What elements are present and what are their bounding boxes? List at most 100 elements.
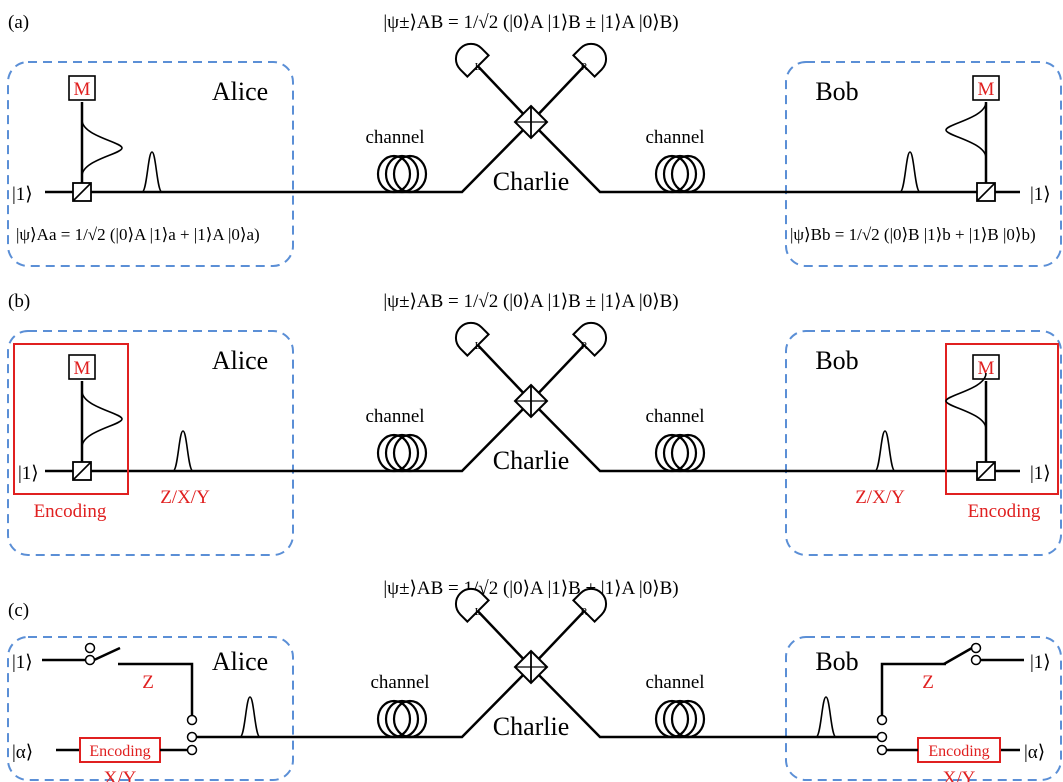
channel-label: channel bbox=[645, 127, 704, 148]
z-label: Z bbox=[922, 672, 934, 693]
beam-splitter-icon bbox=[976, 461, 996, 481]
measure-label: M bbox=[978, 358, 995, 379]
input-state: |1⟩ bbox=[1030, 184, 1051, 205]
channel-label: channel bbox=[370, 672, 429, 693]
alice-state-formula: |ψ⟩Aa = 1/√2 (|0⟩A |1⟩a + |1⟩A |0⟩a) bbox=[16, 225, 260, 244]
switch-terminal bbox=[970, 642, 982, 654]
beam-splitter-icon bbox=[72, 461, 92, 481]
detector-r-label: R bbox=[580, 61, 588, 73]
panel-a: (a) |ψ±⟩AB = 1/√2 (|0⟩A |1⟩B ± |1⟩A |0⟩B… bbox=[7, 12, 1062, 267]
xy-label: X/Y bbox=[104, 768, 137, 782]
panel-c: (c) |ψ±⟩AB = 1/√2 (|0⟩A |1⟩B ± |1⟩A |0⟩B… bbox=[7, 578, 1062, 782]
switch-terminal bbox=[186, 744, 198, 756]
input-one-state: |1⟩ bbox=[1030, 652, 1051, 673]
alice-box bbox=[7, 330, 294, 556]
measure-box bbox=[68, 354, 96, 380]
switch-terminal bbox=[876, 714, 888, 726]
input-alpha-state: |α⟩ bbox=[12, 742, 33, 763]
pulse-icon bbox=[81, 119, 123, 177]
alice-box bbox=[7, 636, 294, 781]
panel-label: (b) bbox=[8, 291, 30, 312]
measure-label: M bbox=[74, 79, 91, 100]
switch-terminal bbox=[186, 714, 198, 726]
switch-terminal bbox=[84, 642, 96, 654]
detector-l-label: L bbox=[475, 606, 482, 618]
measure-label: M bbox=[978, 79, 995, 100]
encoding-label: Encoding bbox=[968, 501, 1041, 522]
encoding-label: Encoding bbox=[34, 501, 107, 522]
bob-box bbox=[785, 61, 1062, 267]
bob-label: Bob bbox=[815, 346, 858, 375]
measure-box bbox=[68, 75, 96, 101]
switch-terminal bbox=[876, 744, 888, 756]
input-state: |1⟩ bbox=[1030, 463, 1051, 484]
detector-l-label: L bbox=[475, 340, 482, 352]
charlie-label: Charlie bbox=[493, 167, 570, 196]
bob-label: Bob bbox=[815, 77, 858, 106]
bell-state-formula: |ψ±⟩AB = 1/√2 (|0⟩A |1⟩B ± |1⟩A |0⟩B) bbox=[383, 578, 678, 599]
switch-terminal bbox=[876, 731, 888, 743]
basis-label: Z/X/Y bbox=[855, 487, 905, 508]
alice-label: Alice bbox=[212, 77, 268, 106]
input-alpha-state: |α⟩ bbox=[1024, 742, 1045, 763]
alice-label: Alice bbox=[212, 346, 268, 375]
pulse-icon bbox=[945, 372, 987, 430]
channel-coil-icon bbox=[654, 154, 706, 194]
encoding-label: Encoding bbox=[89, 743, 150, 760]
switch-terminal bbox=[84, 654, 96, 666]
basis-label: Z/X/Y bbox=[160, 487, 210, 508]
input-state: |1⟩ bbox=[18, 463, 39, 484]
bob-box bbox=[785, 636, 1062, 781]
channel-label: channel bbox=[365, 406, 424, 427]
channel-coil-icon bbox=[376, 433, 428, 473]
channel-label: channel bbox=[645, 672, 704, 693]
pulse-icon bbox=[81, 390, 123, 448]
switch-terminal bbox=[970, 654, 982, 666]
pulse-icon bbox=[141, 151, 163, 193]
detector-r-label: R bbox=[580, 340, 588, 352]
bell-state-formula: |ψ±⟩AB = 1/√2 (|0⟩A |1⟩B ± |1⟩A |0⟩B) bbox=[383, 291, 678, 312]
panel-label: (c) bbox=[8, 600, 29, 621]
encoding-label: Encoding bbox=[928, 743, 989, 760]
pulse-icon bbox=[239, 696, 261, 738]
channel-coil-icon bbox=[376, 154, 428, 194]
charlie-label: Charlie bbox=[493, 446, 570, 475]
switch-lever bbox=[943, 646, 973, 666]
input-state: |1⟩ bbox=[12, 184, 33, 205]
alice-label: Alice bbox=[212, 647, 268, 676]
alice-box bbox=[7, 61, 294, 267]
channel-label: channel bbox=[365, 127, 424, 148]
z-label: Z bbox=[142, 672, 154, 693]
measure-box bbox=[972, 75, 1000, 101]
channel-coil-icon bbox=[376, 699, 428, 739]
pulse-icon bbox=[874, 430, 896, 472]
panel-b: (b) |ψ±⟩AB = 1/√2 (|0⟩A |1⟩B ± |1⟩A |0⟩B… bbox=[7, 291, 1062, 556]
pulse-icon bbox=[899, 151, 921, 193]
channel-label: channel bbox=[645, 406, 704, 427]
measure-box bbox=[972, 354, 1000, 380]
panel-label: (a) bbox=[8, 12, 29, 33]
encoding-box bbox=[945, 343, 1059, 495]
channel-coil-icon bbox=[654, 433, 706, 473]
pulse-icon bbox=[172, 430, 194, 472]
bell-state-formula: |ψ±⟩AB = 1/√2 (|0⟩A |1⟩B ± |1⟩A |0⟩B) bbox=[383, 12, 678, 33]
beam-splitter-icon bbox=[976, 182, 996, 202]
pulse-icon bbox=[815, 696, 837, 738]
bob-state-formula: |ψ⟩Bb = 1/√2 (|0⟩B |1⟩b + |1⟩B |0⟩b) bbox=[790, 225, 1036, 244]
z-path bbox=[880, 662, 946, 716]
bob-label: Bob bbox=[815, 647, 858, 676]
detector-l-label: L bbox=[475, 61, 482, 73]
charlie-label: Charlie bbox=[493, 712, 570, 741]
z-path bbox=[118, 662, 194, 716]
xy-label: X/Y bbox=[943, 768, 976, 782]
detector-r-label: R bbox=[580, 606, 588, 618]
channel-coil-icon bbox=[654, 699, 706, 739]
measure-label: M bbox=[74, 358, 91, 379]
switch-terminal bbox=[186, 731, 198, 743]
pulse-icon bbox=[945, 101, 987, 159]
switch-lever bbox=[93, 646, 121, 662]
beam-splitter-icon bbox=[72, 182, 92, 202]
encoding-box bbox=[13, 343, 129, 495]
input-one-state: |1⟩ bbox=[12, 652, 33, 673]
